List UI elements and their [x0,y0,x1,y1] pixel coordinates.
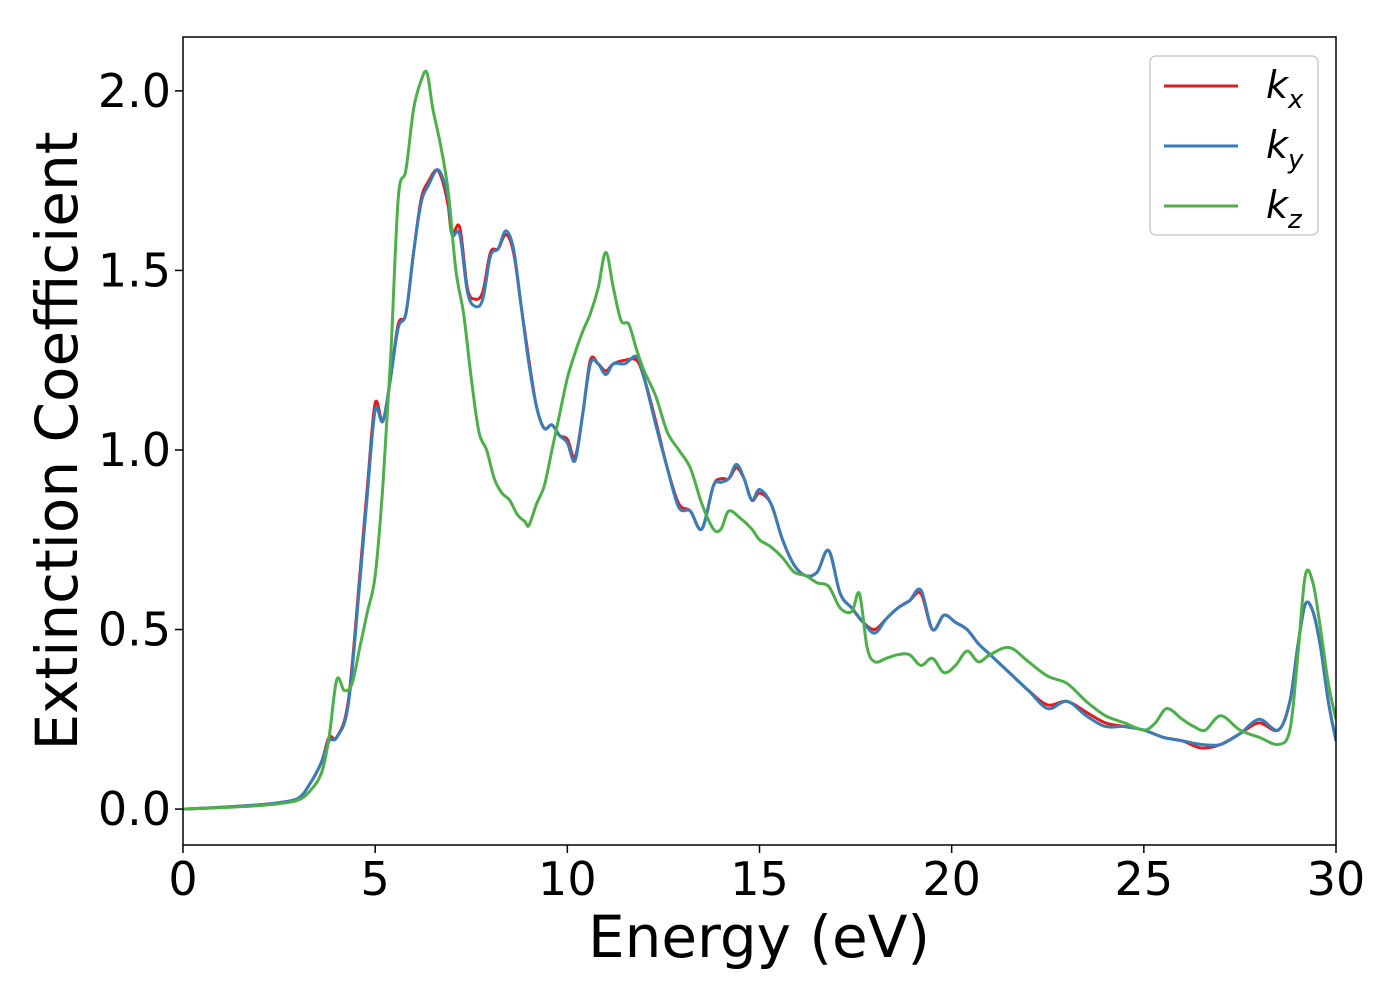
legend-label-ky: ky [1266,123,1304,175]
legend-label-subscript: x [1287,85,1304,115]
y-axis-ticks: 0.0 0.5 1.0 1.5 2.0 [98,64,183,836]
series-line-kz [183,69,1336,811]
x-tick-label: 25 [1115,852,1174,906]
x-axis-label: Energy (eV) [588,903,930,971]
legend-label-kx: kx [1266,63,1304,115]
x-tick-label: 0 [168,852,197,906]
legend-label-kz: kz [1266,183,1303,235]
series-layer [183,69,1336,811]
legend-label-subscript: z [1287,205,1303,235]
x-tick-label: 30 [1307,852,1366,906]
x-tick-label: 5 [361,852,390,906]
legend-label-base: k [1266,123,1290,167]
y-tick-label: 0.5 [98,603,171,657]
x-tick-label: 15 [730,852,789,906]
legend-label-subscript: y [1287,145,1304,175]
legend-label-base: k [1266,63,1290,107]
x-tick-label: 20 [922,852,981,906]
y-tick-label: 1.0 [98,423,171,477]
x-axis-ticks: 0 5 10 15 20 25 30 [168,845,1365,906]
x-tick-label: 10 [538,852,597,906]
y-tick-label: 2.0 [98,64,171,118]
y-tick-label: 0.0 [98,782,171,836]
y-axis-label: Extinction Coefficient [23,132,91,751]
series-line-ky [183,168,1336,811]
legend-label-base: k [1266,183,1290,227]
y-tick-label: 1.5 [98,243,171,297]
